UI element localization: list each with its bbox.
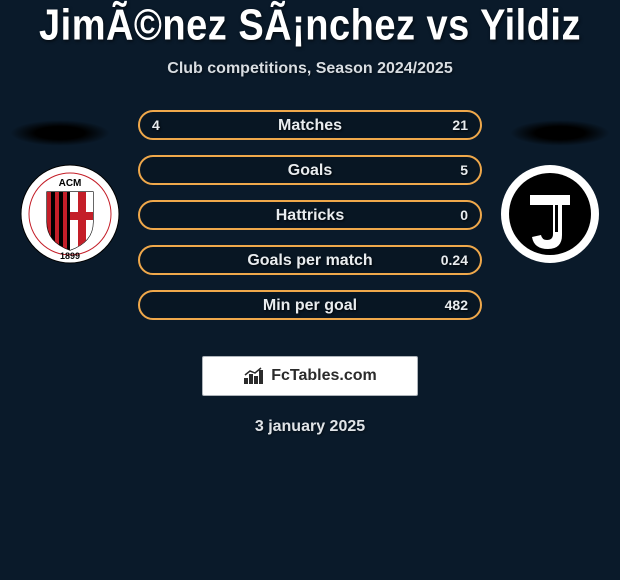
comparison-area: ACM 1899 4 Matches 21 bbox=[0, 108, 620, 348]
stat-label: Min per goal bbox=[140, 292, 480, 318]
stat-bar: Goals 5 bbox=[138, 155, 482, 185]
club-badge-milan: ACM 1899 bbox=[20, 164, 120, 264]
stat-label: Goals per match bbox=[140, 247, 480, 273]
stat-right-value: 5 bbox=[460, 157, 468, 183]
brand-chart-icon bbox=[243, 367, 265, 385]
milan-badge-icon: ACM 1899 bbox=[20, 164, 120, 264]
stat-bar: Goals per match 0.24 bbox=[138, 245, 482, 275]
stat-bar: 4 Matches 21 bbox=[138, 110, 482, 140]
shadow-right bbox=[510, 120, 610, 146]
stat-right-value: 0 bbox=[460, 202, 468, 228]
stat-label: Goals bbox=[140, 157, 480, 183]
stat-label: Hattricks bbox=[140, 202, 480, 228]
juventus-badge-icon bbox=[500, 164, 600, 264]
club-badge-juventus bbox=[500, 164, 600, 264]
date-text: 3 january 2025 bbox=[0, 418, 620, 436]
milan-acm-text: ACM bbox=[59, 178, 82, 189]
stat-label: Matches bbox=[140, 112, 480, 138]
stat-bars: 4 Matches 21 Goals 5 Hattricks 0 Goals p… bbox=[138, 110, 482, 335]
stat-right-value: 482 bbox=[445, 292, 468, 318]
page-title: JimÃ©nez SÃ¡nchez vs Yildiz bbox=[0, 2, 620, 51]
milan-year-text: 1899 bbox=[60, 251, 80, 261]
stat-right-value: 21 bbox=[452, 112, 468, 138]
subtitle: Club competitions, Season 2024/2025 bbox=[0, 60, 620, 78]
infographic-root: JimÃ©nez SÃ¡nchez vs Yildiz Club competi… bbox=[0, 0, 620, 436]
stat-bar: Min per goal 482 bbox=[138, 290, 482, 320]
stat-bar: Hattricks 0 bbox=[138, 200, 482, 230]
brand-box: FcTables.com bbox=[202, 356, 418, 396]
shadow-left bbox=[10, 120, 110, 146]
brand-text: FcTables.com bbox=[271, 367, 377, 385]
stat-right-value: 0.24 bbox=[441, 247, 468, 273]
